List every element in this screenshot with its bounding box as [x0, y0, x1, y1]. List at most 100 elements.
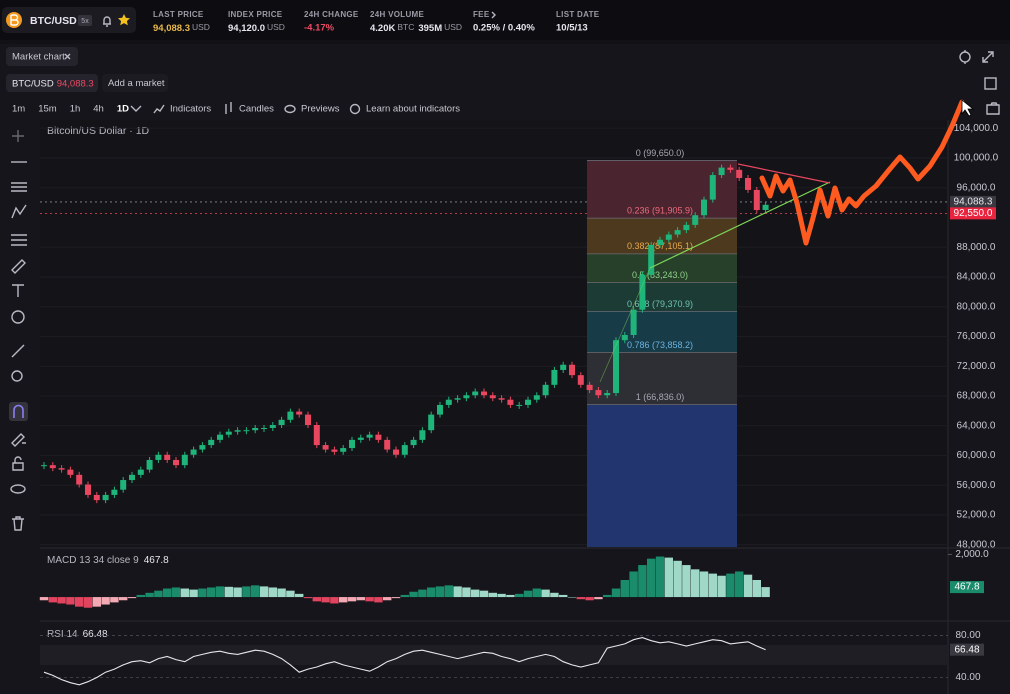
macd-bar: [409, 591, 418, 598]
macd-bar: [136, 594, 145, 598]
emoji-tool[interactable]: [11, 310, 25, 324]
lock-draw-tool[interactable]: [11, 433, 26, 447]
price-tick-label: 100,000.0: [954, 153, 999, 164]
candle-body: [173, 459, 179, 466]
bell-icon[interactable]: [103, 16, 111, 27]
macd-bar: [101, 597, 110, 605]
macd-bar: [127, 597, 137, 599]
candle-body: [208, 439, 215, 446]
timeframe[interactable]: 1m: [12, 104, 25, 115]
price-tick-label: 80,000.0: [957, 301, 996, 312]
macd-bar: [75, 597, 84, 607]
market-chip[interactable]: [6, 74, 98, 92]
candles-button[interactable]: Candles: [239, 104, 274, 115]
candle-body: [58, 468, 65, 470]
grid: [40, 127, 948, 546]
price-tick-label: 48,000.0: [957, 539, 996, 550]
star-icon[interactable]: [118, 14, 130, 26]
brush-tool[interactable]: [11, 259, 26, 274]
macd-bar: [251, 585, 260, 598]
macd-bar: [664, 557, 673, 598]
fib-zone: [587, 352, 737, 405]
stat-value: 4.20K BTC 395M USD: [370, 22, 462, 33]
layout-icon[interactable]: [984, 77, 997, 90]
crosshair-tool[interactable]: [12, 130, 24, 142]
candle-body: [709, 175, 716, 200]
price-tick-label: 84,000.0: [957, 272, 996, 283]
fib-tool[interactable]: [11, 234, 27, 246]
candle-body: [586, 384, 593, 391]
chevron[interactable]: [491, 11, 496, 19]
top-bar-content: BTC/USD 5x LAST PRICE 94,088.3 USD INDEX …: [2, 7, 600, 34]
tab[interactable]: [6, 47, 78, 66]
pair: BTC/USD: [30, 15, 77, 27]
candle-body: [111, 489, 118, 495]
macd-bar: [435, 586, 445, 598]
macd-bar: [682, 565, 691, 598]
macd-bar: [629, 571, 638, 598]
candle-body: [516, 404, 523, 406]
macd-bar: [295, 593, 304, 598]
add-market[interactable]: [102, 74, 168, 92]
pattern-tool[interactable]: [11, 204, 27, 219]
macd-bar: [259, 586, 269, 598]
macd-bar: [180, 588, 189, 598]
chip-price: 94,088.3: [57, 78, 94, 89]
macd-bar: [224, 586, 233, 598]
last-price: 94,088.3: [153, 23, 190, 34]
rsi-badge: [950, 643, 984, 656]
macd-bar: [339, 597, 348, 603]
stat-value: 94,120.0 USD: [228, 22, 285, 33]
macd-bar: [735, 571, 744, 598]
candle-body: [762, 204, 769, 211]
timeframe[interactable]: 1h: [70, 104, 81, 115]
macd-bar: [154, 590, 163, 598]
macd-bar: [638, 565, 647, 598]
candle-body: [507, 399, 514, 405]
timeframe[interactable]: 4h: [93, 104, 104, 115]
candle-body: [472, 391, 479, 396]
text-tool[interactable]: [12, 284, 24, 297]
candle-body: [454, 398, 461, 400]
macd-bar: [277, 588, 286, 598]
candle-body: [692, 215, 699, 225]
indicators-button[interactable]: Indicators: [170, 104, 211, 115]
hand-drawn-projection: [759, 99, 965, 246]
timeframe[interactable]: 15m: [38, 104, 57, 115]
settings-icon[interactable]: [959, 50, 971, 64]
previews-button[interactable]: Previews: [301, 104, 340, 115]
price-tick-label: 52,000.0: [957, 510, 996, 521]
camera-icon[interactable]: [986, 102, 1000, 115]
candle-body: [613, 340, 619, 394]
macd-bar: [83, 597, 93, 608]
macd-bar: [655, 556, 665, 598]
timeframe[interactable]: 1D: [117, 104, 129, 115]
lock-tool[interactable]: [12, 456, 24, 471]
dropdown-icon[interactable]: [130, 105, 142, 112]
visibility-tool[interactable]: [10, 484, 26, 494]
macd-bar: [708, 573, 717, 598]
candle-body: [533, 395, 540, 400]
macd-bar: [594, 597, 603, 600]
candle-body: [463, 395, 470, 399]
candle-body: [252, 427, 259, 431]
leverage: 5x: [81, 18, 89, 25]
market-selector[interactable]: [2, 7, 136, 33]
macd-bar: [189, 589, 198, 598]
ruler-tool[interactable]: [11, 344, 25, 358]
candle-body: [129, 474, 135, 481]
macd-bar: [48, 597, 57, 603]
learn-button[interactable]: Learn about indicators: [366, 104, 460, 115]
macd-bar: [347, 597, 357, 602]
zoom-tool[interactable]: [11, 370, 23, 382]
delete-tool[interactable]: [12, 516, 24, 531]
candle-body: [736, 169, 743, 179]
help-icon: [349, 103, 361, 115]
channel-tool[interactable]: [11, 182, 27, 192]
price-tick-label: 76,000.0: [957, 331, 996, 342]
trend-line: [737, 163, 831, 184]
macd-bar: [365, 597, 374, 602]
candle-body: [481, 391, 487, 396]
expand-icon[interactable]: [982, 51, 994, 63]
close-icon[interactable]: [64, 53, 71, 60]
